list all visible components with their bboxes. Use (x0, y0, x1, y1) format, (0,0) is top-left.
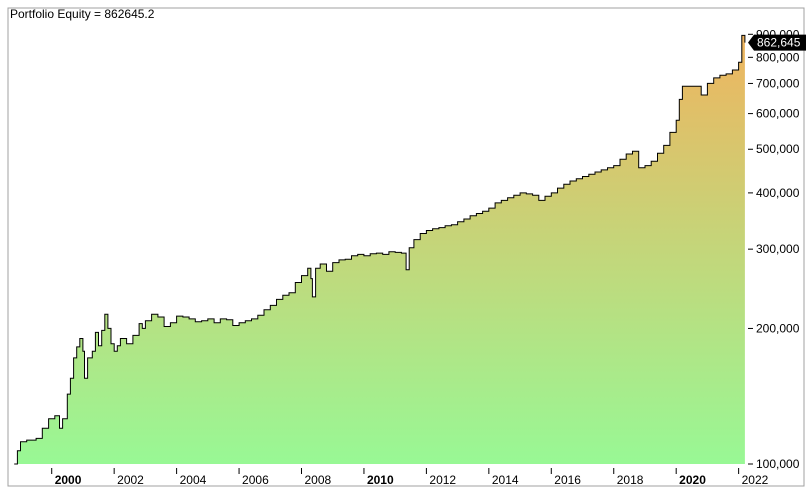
chart-title: Portfolio Equity = 862645.2 (10, 7, 155, 21)
y-tick-label: 400,000 (756, 186, 800, 200)
x-tick-label: 2006 (242, 473, 269, 487)
x-tick-label: 2016 (554, 473, 581, 487)
y-tick-label: 800,000 (756, 50, 800, 64)
last-value-badge: 862,645 (748, 34, 806, 51)
equity-line (14, 34, 746, 465)
y-tick-label: 600,000 (756, 107, 800, 121)
x-tick-label: 2022 (742, 473, 769, 487)
x-tick-label: 2020 (679, 473, 706, 487)
plot-frame (7, 7, 805, 487)
x-tick-label: 2010 (367, 473, 394, 487)
y-tick-label: 700,000 (756, 76, 800, 90)
y-tick-label: 300,000 (756, 242, 800, 256)
y-tick-label: 200,000 (756, 321, 800, 335)
x-tick-label: 2002 (117, 473, 144, 487)
x-axis: 2000 2002 2004 2006 2008 2010 2012 2014 2016 2018… (51, 468, 769, 487)
x-tick-label: 2008 (305, 473, 332, 487)
x-tick-label: 2012 (429, 473, 456, 487)
x-tick-label: 2018 (617, 473, 644, 487)
x-tick-label: 2000 (55, 473, 82, 487)
y-tick-label: 100,000 (756, 457, 800, 471)
last-value-text: 862,645 (757, 36, 801, 50)
y-tick-label: 500,000 (756, 142, 800, 156)
equity-area (14, 35, 745, 465)
x-tick-label: 2014 (492, 473, 519, 487)
y-axis: 100,000 200,000 300,000 400,000 500,000 600,0… (748, 27, 800, 471)
last-value-badge-bg (748, 34, 806, 51)
x-tick-label: 2004 (180, 473, 207, 487)
